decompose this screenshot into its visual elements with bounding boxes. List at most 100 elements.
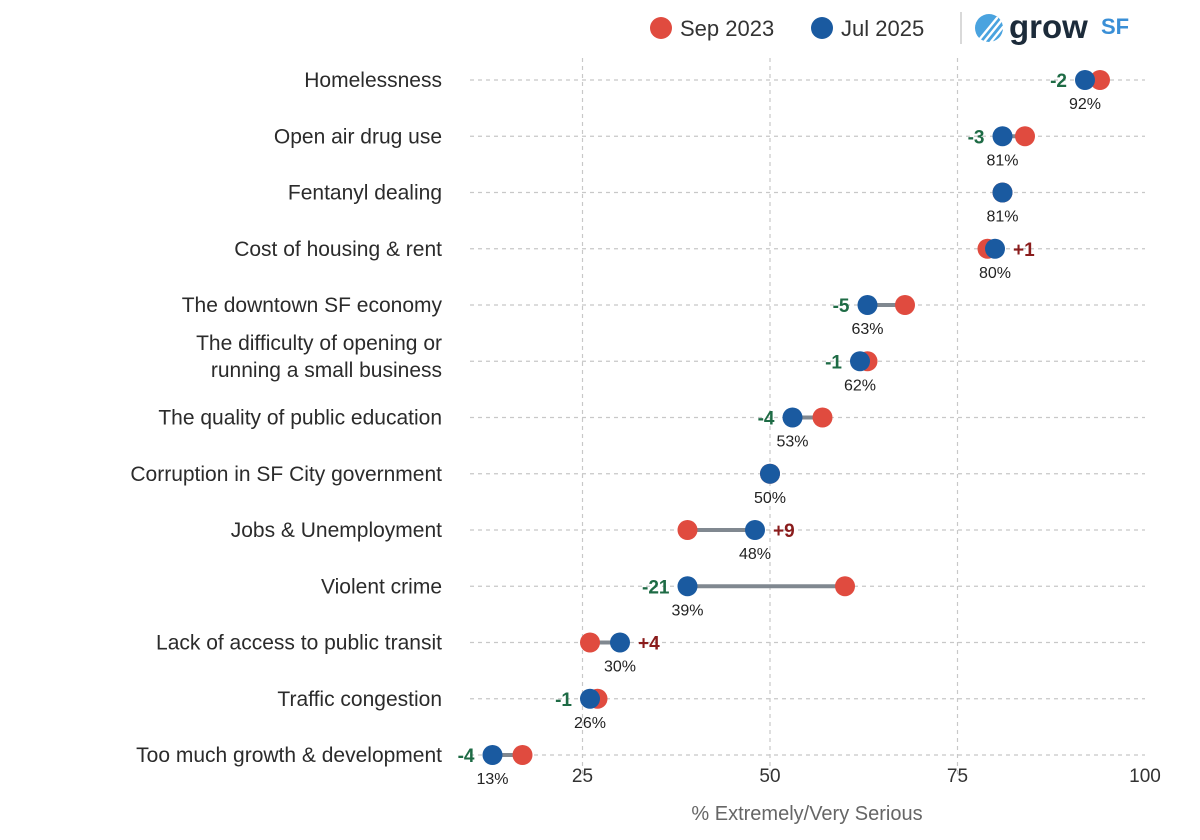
delta-label-open-air-drug-use: -3 [968, 127, 985, 148]
category-label-too-much-growth-and-development: Too much growth & development [136, 744, 442, 767]
category-label-fentanyl-dealing: Fentanyl dealing [288, 182, 442, 205]
x-axis-title: % Extremely/Very Serious [691, 803, 922, 825]
category-label-line: The downtown SF economy [182, 294, 443, 317]
logo-word: grow [1009, 8, 1088, 45]
row-traffic-congestion: Traffic congestion 26%-1 [277, 688, 1145, 732]
dot-sep-2023-open-air-drug-use [1015, 126, 1035, 147]
value-label-cost-of-housing-and-rent: 80% [979, 265, 1011, 282]
dot-jul-2025-traffic-congestion [580, 688, 600, 709]
delta-label-cost-of-housing-and-rent: +1 [1013, 240, 1035, 261]
legend-marker-jul-2025 [811, 17, 833, 39]
category-label-line: Homelessness [304, 69, 442, 92]
legend: Sep 2023 Jul 2025 [650, 12, 962, 44]
dot-sep-2023-the-downtown-sf-economy [895, 295, 915, 315]
value-label-fentanyl-dealing: 81% [986, 209, 1018, 226]
category-label-lack-of-access-to-public-transit: Lack of access to public transit [156, 632, 442, 655]
category-label-line: Cost of housing & rent [234, 238, 442, 261]
dot-sep-2023-lack-of-access-to-public-transit [580, 632, 600, 653]
delta-label-the-downtown-sf-economy: -5 [833, 296, 850, 317]
x-tick-label-50: 50 [759, 766, 780, 787]
value-label-the-difficulty-of-opening-or-running-a-small-business: 62% [844, 377, 876, 394]
x-tick-label-25: 25 [572, 766, 593, 787]
dot-jul-2025-lack-of-access-to-public-transit [610, 632, 630, 653]
dot-jul-2025-violent-crime [677, 576, 698, 597]
dot-sep-2023-homelessness [1090, 70, 1110, 90]
value-label-open-air-drug-use: 81% [986, 152, 1018, 169]
row-jobs-and-unemployment: Jobs & Unemployment 48%+9 [231, 519, 1145, 563]
category-label-traffic-congestion: Traffic congestion [277, 688, 442, 711]
dot-sep-2023-the-quality-of-public-education [812, 407, 833, 428]
category-label-line: Corruption in SF City government [130, 463, 442, 486]
category-label-violent-crime: Violent crime [321, 575, 442, 598]
value-label-jobs-and-unemployment: 48% [739, 546, 771, 563]
category-label-line: The difficulty of opening or [196, 332, 442, 355]
row-violent-crime: Violent crime 39%-21 [321, 575, 1145, 619]
dot-jul-2025-fentanyl-dealing [992, 182, 1013, 203]
category-label-line: Traffic congestion [277, 688, 442, 711]
category-label-corruption-in-sf-city-government: Corruption in SF City government [130, 463, 442, 486]
category-label-the-quality-of-public-education: The quality of public education [158, 407, 442, 430]
value-label-the-downtown-sf-economy: 63% [851, 321, 883, 338]
dot-jul-2025-the-quality-of-public-education [782, 407, 803, 428]
dot-jul-2025-too-much-growth-and-development [482, 745, 503, 765]
legend-marker-sep-2023 [650, 17, 672, 39]
category-label-homelessness: Homelessness [304, 69, 442, 92]
x-tick-label-100: 100 [1129, 766, 1161, 787]
category-label-line: Open air drug use [274, 125, 442, 148]
delta-label-lack-of-access-to-public-transit: +4 [638, 634, 660, 655]
delta-label-jobs-and-unemployment: +9 [773, 521, 795, 542]
category-label-open-air-drug-use: Open air drug use [274, 125, 442, 148]
dot-sep-2023-too-much-growth-and-development [512, 745, 533, 765]
value-label-the-quality-of-public-education: 53% [776, 434, 808, 451]
row-the-difficulty-of-opening-or-running-a-small-business: The difficulty of opening or running a sm… [196, 332, 1145, 394]
category-label-line: The quality of public education [158, 407, 442, 430]
legend-label-sep-2023: Sep 2023 [680, 16, 774, 41]
row-fentanyl-dealing: Fentanyl dealing 81% [288, 182, 1145, 226]
dot-jul-2025-the-difficulty-of-opening-or-running-a-small-business [850, 351, 870, 372]
category-label-line: Jobs & Unemployment [231, 519, 442, 542]
category-label-line: Fentanyl dealing [288, 182, 442, 205]
category-label-line: running a small business [211, 359, 442, 382]
row-cost-of-housing-and-rent: Cost of housing & rent 80%+1 [234, 238, 1145, 282]
dot-jul-2025-homelessness [1075, 70, 1095, 90]
row-homelessness: Homelessness 92%-2 [304, 69, 1145, 113]
logo-suffix: SF [1101, 14, 1129, 39]
value-label-violent-crime: 39% [671, 602, 703, 619]
delta-label-the-difficulty-of-opening-or-running-a-small-business: -1 [825, 352, 842, 373]
value-label-traffic-congestion: 26% [574, 715, 606, 732]
dot-jul-2025-the-downtown-sf-economy [857, 295, 878, 315]
dot-jul-2025-open-air-drug-use [992, 126, 1013, 147]
category-label-cost-of-housing-and-rent: Cost of housing & rent [234, 238, 442, 261]
category-label-the-difficulty-of-opening-or-running-a-small-business: The difficulty of opening or running a sm… [196, 332, 442, 382]
dot-sep-2023-jobs-and-unemployment [677, 520, 698, 540]
delta-label-violent-crime: -21 [642, 577, 670, 598]
category-label-jobs-and-unemployment: Jobs & Unemployment [231, 519, 442, 542]
row-lack-of-access-to-public-transit: Lack of access to public transit 30%+4 [156, 632, 1145, 676]
category-label-the-downtown-sf-economy: The downtown SF economy [182, 294, 443, 317]
row-open-air-drug-use: Open air drug use 81%-3 [274, 125, 1145, 169]
delta-label-the-quality-of-public-education: -4 [758, 409, 775, 430]
legend-label-jul-2025: Jul 2025 [841, 16, 924, 41]
row-the-quality-of-public-education: The quality of public education 53%-4 [158, 407, 1145, 451]
delta-label-homelessness: -2 [1050, 71, 1067, 92]
row-corruption-in-sf-city-government: Corruption in SF City government 50% [130, 463, 1145, 507]
category-label-line: Too much growth & development [136, 744, 442, 767]
dot-sep-2023-violent-crime [835, 576, 855, 597]
category-label-line: Lack of access to public transit [156, 632, 442, 655]
category-label-line: Violent crime [321, 575, 442, 598]
value-label-lack-of-access-to-public-transit: 30% [604, 659, 636, 676]
delta-label-traffic-congestion: -1 [555, 690, 572, 711]
value-label-too-much-growth-and-development: 13% [476, 771, 508, 788]
x-tick-label-75: 75 [947, 766, 968, 787]
dot-jul-2025-jobs-and-unemployment [745, 520, 765, 540]
delta-label-too-much-growth-and-development: -4 [458, 746, 475, 767]
row-too-much-growth-and-development: Too much growth & development 13%-4 [136, 744, 1145, 788]
grow-sf-logo: grow SF [975, 8, 1129, 45]
x-axis-ticks: 25 50 75 100 [572, 766, 1161, 787]
row-the-downtown-sf-economy: The downtown SF economy 63%-5 [182, 294, 1145, 338]
dot-jul-2025-cost-of-housing-and-rent [985, 238, 1005, 259]
value-label-corruption-in-sf-city-government: 50% [754, 490, 786, 507]
grow-sf-logo-icon [975, 14, 1005, 45]
